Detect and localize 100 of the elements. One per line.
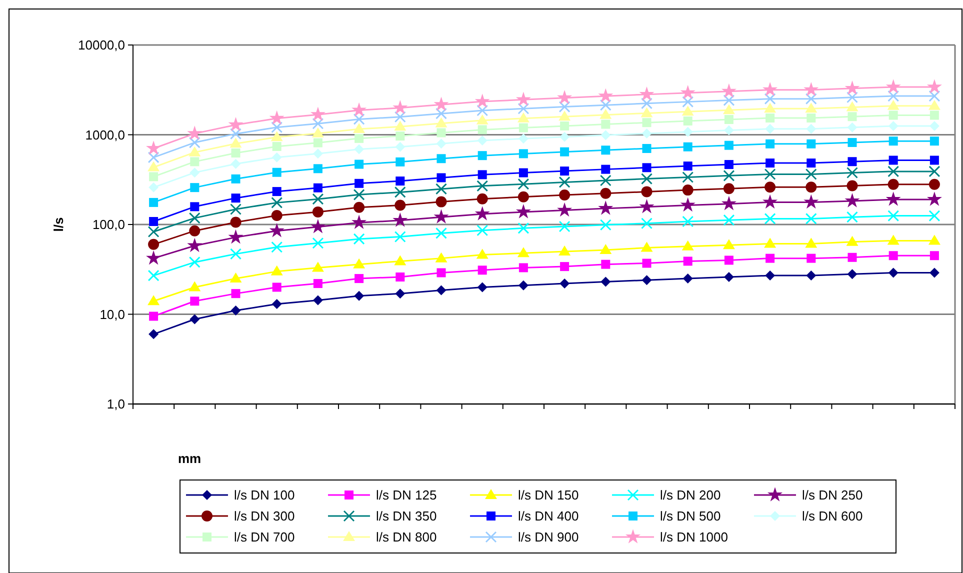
point xyxy=(436,183,447,195)
point xyxy=(600,219,612,231)
point xyxy=(805,93,817,105)
point xyxy=(230,138,242,148)
point xyxy=(764,182,776,193)
point xyxy=(806,158,816,168)
point xyxy=(846,101,858,112)
point xyxy=(310,219,326,234)
point xyxy=(683,256,692,266)
point xyxy=(846,167,858,179)
point xyxy=(436,268,446,278)
point xyxy=(886,192,901,206)
point xyxy=(557,90,572,104)
point xyxy=(724,160,734,170)
point xyxy=(846,211,858,223)
point xyxy=(516,92,531,106)
point xyxy=(313,138,322,148)
point xyxy=(764,93,776,105)
point xyxy=(683,162,692,171)
point xyxy=(804,194,819,209)
point xyxy=(682,216,694,228)
point xyxy=(392,212,408,227)
point xyxy=(558,220,570,232)
point xyxy=(806,254,816,263)
point xyxy=(353,113,365,125)
point xyxy=(269,222,284,238)
point xyxy=(190,314,200,324)
point xyxy=(846,92,858,104)
point xyxy=(888,156,898,165)
legend-label: l/s DN 200 xyxy=(660,488,721,503)
point xyxy=(352,102,367,117)
point xyxy=(312,127,324,138)
point xyxy=(682,106,694,116)
point xyxy=(887,100,900,110)
point xyxy=(190,168,200,178)
point xyxy=(436,128,446,138)
point xyxy=(272,152,282,162)
point xyxy=(231,174,240,184)
point xyxy=(557,202,572,217)
point xyxy=(928,234,940,245)
point xyxy=(436,196,447,208)
point xyxy=(478,266,487,275)
point xyxy=(190,183,200,192)
point xyxy=(148,295,160,306)
point xyxy=(762,82,778,96)
point xyxy=(518,102,530,114)
point xyxy=(148,329,159,340)
point xyxy=(271,196,283,208)
point xyxy=(560,262,570,272)
point xyxy=(766,139,775,148)
point xyxy=(394,111,406,123)
point xyxy=(560,121,570,130)
point xyxy=(518,222,530,234)
point xyxy=(928,178,940,190)
point xyxy=(641,186,652,198)
point xyxy=(724,272,734,282)
y-tick-label: 100,0 xyxy=(92,217,125,232)
point xyxy=(478,151,487,160)
point xyxy=(764,102,776,113)
point xyxy=(682,274,693,284)
point xyxy=(560,132,570,142)
point xyxy=(148,152,160,164)
point xyxy=(518,191,529,202)
point xyxy=(312,295,323,306)
point xyxy=(600,99,612,111)
point xyxy=(600,188,612,199)
point xyxy=(354,134,364,143)
point xyxy=(476,180,488,192)
point xyxy=(888,166,900,178)
y-axis-title: l/s xyxy=(51,217,66,232)
point xyxy=(723,170,735,182)
point xyxy=(641,173,652,185)
point xyxy=(723,94,735,106)
point xyxy=(766,254,775,263)
point xyxy=(395,288,406,299)
point xyxy=(518,168,528,178)
point xyxy=(149,198,158,207)
point xyxy=(230,158,241,169)
point xyxy=(435,117,448,128)
point xyxy=(518,280,528,290)
point xyxy=(642,258,652,268)
point xyxy=(682,126,693,137)
point xyxy=(765,270,776,281)
point xyxy=(146,250,162,265)
point xyxy=(394,200,406,211)
legend-label: l/s DN 150 xyxy=(518,488,579,503)
point xyxy=(394,255,406,266)
point xyxy=(722,104,735,114)
point xyxy=(721,83,736,98)
point xyxy=(272,168,282,177)
point xyxy=(848,157,857,166)
point xyxy=(396,157,405,166)
point xyxy=(804,82,819,96)
point xyxy=(436,108,447,120)
point xyxy=(560,166,570,176)
point xyxy=(312,206,324,218)
point xyxy=(312,237,324,249)
legend-label: l/s DN 300 xyxy=(234,508,295,524)
point xyxy=(396,176,405,186)
point xyxy=(474,94,490,108)
